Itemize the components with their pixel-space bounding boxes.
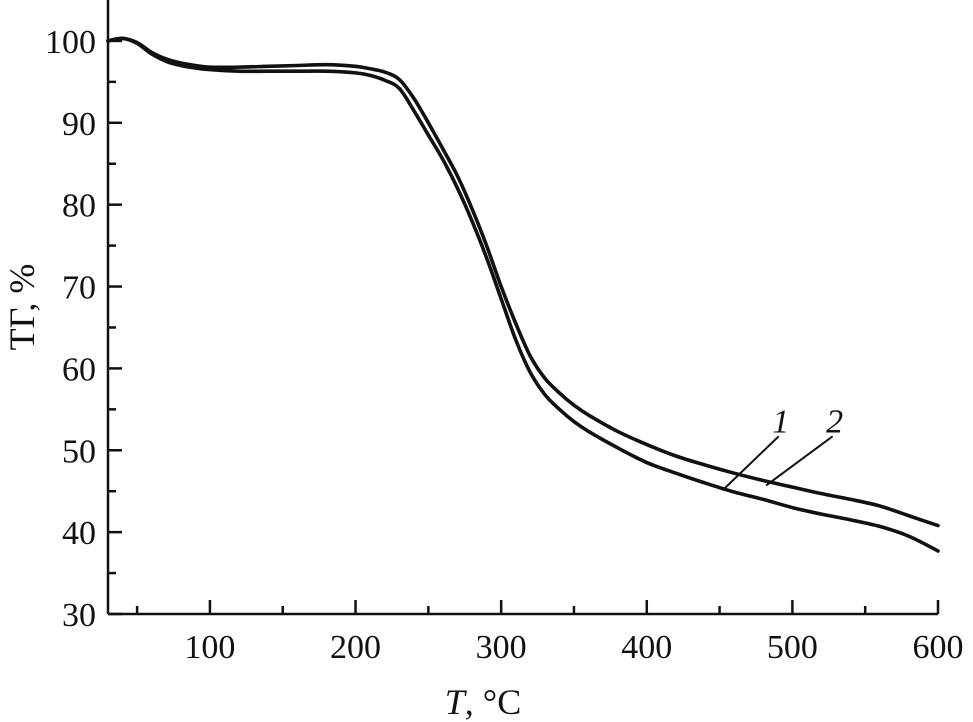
series-label-2: 2: [826, 403, 843, 440]
y-tick-label: 80: [62, 188, 96, 225]
y-tick-label: 40: [62, 515, 96, 552]
y-ticks: 30 40 50 60 70 80 90 100: [45, 24, 122, 634]
x-tick-label: 400: [621, 629, 672, 666]
x-axis-title: T, °C: [445, 682, 521, 722]
x-tick-label: 600: [913, 629, 964, 666]
y-axis-title: ТГ, %: [2, 264, 42, 351]
series-group: [106, 36, 940, 553]
x-tick-label: 200: [330, 629, 381, 666]
axes: [106, 0, 938, 616]
y-tick-label: 50: [62, 433, 96, 470]
x-tick-label: 100: [184, 629, 235, 666]
x-axis-title-symbol: T: [445, 682, 468, 722]
series-label-1: 1: [772, 403, 789, 440]
y-tick-label: 90: [62, 106, 96, 143]
y-tick-label: 100: [45, 24, 96, 61]
x-axis-title-unit: , °C: [465, 682, 521, 722]
leader-line-1: [721, 435, 780, 492]
series-leader-lines: [721, 435, 834, 492]
y-tick-label: 30: [62, 597, 96, 634]
x-tick-label: 300: [476, 629, 527, 666]
x-tick-label: 500: [767, 629, 818, 666]
y-tick-label: 70: [62, 270, 96, 307]
y-tick-label: 60: [62, 351, 96, 388]
series-line-2: [106, 36, 940, 528]
series-line-1: [106, 36, 940, 553]
leader-line-2: [765, 435, 834, 487]
x-ticks: 100 200 300 400 500 600: [135, 600, 964, 666]
